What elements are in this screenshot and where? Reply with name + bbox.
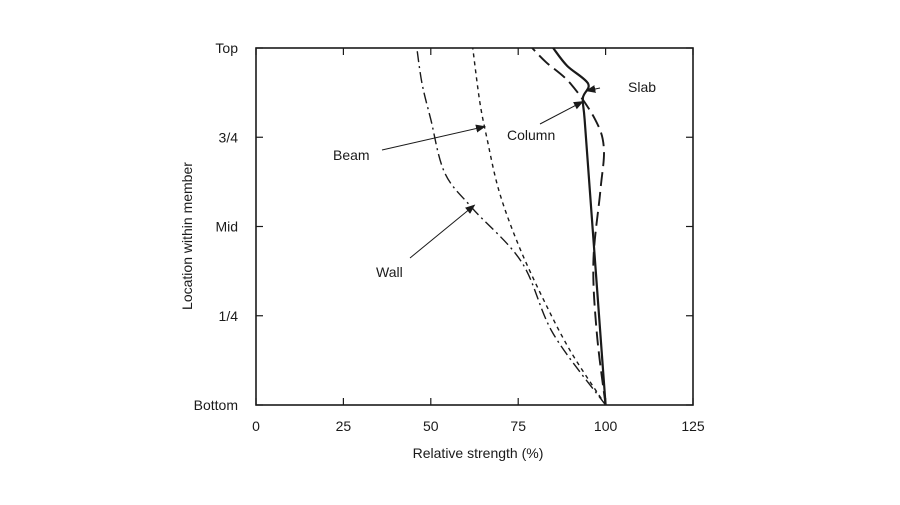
annotation-label-slab: Slab [628, 79, 656, 95]
series-line-wall [416, 47, 607, 406]
y-axis-title: Location within member [179, 162, 195, 310]
y-tick-label: 3/4 [219, 129, 239, 145]
x-tick-label: 75 [510, 418, 526, 434]
y-tick-label: Mid [215, 219, 238, 235]
annotation-arrow-column [539, 101, 584, 125]
x-tick-label: 125 [681, 418, 705, 434]
x-tick-label: 0 [252, 418, 260, 434]
x-tick-label: 100 [594, 418, 618, 434]
annotation-arrow-slab [585, 85, 601, 93]
plot-frame [255, 47, 694, 406]
x-axis-title: Relative strength (%) [413, 445, 544, 461]
x-tick-label: 25 [336, 418, 352, 434]
y-tick-label: Top [215, 40, 238, 56]
x-tick-label: 50 [423, 418, 439, 434]
series-line-slab [552, 47, 607, 406]
y-tick-label: Bottom [194, 397, 238, 413]
annotation-label-wall: Wall [376, 264, 403, 280]
annotation-arrow-wall [409, 204, 476, 259]
annotation-arrow-beam [381, 124, 486, 151]
annotation-label-column: Column [507, 127, 555, 143]
y-tick-label: 1/4 [219, 308, 239, 324]
series-line-column [531, 47, 607, 406]
annotation-label-beam: Beam [333, 147, 370, 163]
series-line-beam [472, 47, 607, 406]
